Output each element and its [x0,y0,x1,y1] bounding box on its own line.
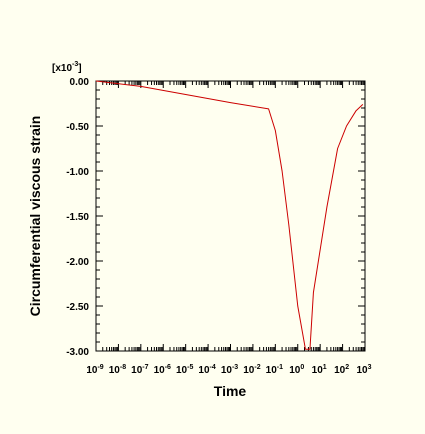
y-tick-label: -1.50 [66,212,89,223]
x-tick-label: 10-7 [131,364,148,376]
x-tick-base: 10 [154,365,166,376]
x-tick-base: 10 [198,365,210,376]
x-tick-exponent: 3 [368,364,372,371]
x-tick-exponent: -7 [142,364,148,371]
x-tick-label: 10-1 [266,364,283,376]
x-tick-base: 10 [356,365,368,376]
x-tick-label: 103 [356,364,371,376]
y-tick-label: -2.00 [66,257,89,268]
x-tick-label: 10-8 [109,364,126,376]
x-tick-label: 101 [312,364,327,376]
x-axis-label: Time [214,383,247,399]
x-tick-exponent: -5 [187,364,193,371]
y-tick-label: -0.50 [66,122,89,133]
y-tick-label: -3.00 [66,347,89,358]
series-layer [95,80,364,350]
y-tick-label: -2.50 [66,302,89,313]
y-tick-label: 0.00 [70,77,90,88]
x-tick-label: 10-6 [154,364,171,376]
x-tick-base: 10 [176,365,188,376]
x-tick-label: 10-3 [221,364,238,376]
x-tick-label: 100 [289,364,304,376]
x-tick-exponent: -8 [120,364,126,371]
x-tick-base: 10 [289,365,301,376]
series-line [95,80,364,350]
x-tick-label: 10-5 [176,364,193,376]
x-tick-base: 10 [221,365,233,376]
x-tick-exponent: -2 [254,364,260,371]
x-tick-exponent: 2 [345,364,349,371]
y-axis-label: Circumferential viscous strain [27,116,43,317]
x-tick-base: 10 [266,365,278,376]
x-tick-exponent: -1 [277,364,283,371]
plot-frame [95,80,366,352]
x-tick-base: 10 [312,365,324,376]
y-multiplier-exponent: -3 [72,61,78,68]
x-tick-base: 10 [243,365,255,376]
x-tick-base: 10 [131,365,143,376]
y-multiplier-label: [x10-3] [52,61,82,74]
x-tick-label: 10-4 [198,364,215,376]
tick-marks [95,80,366,352]
tick-labels: 10-9 10-8 10-7 10-6 10-5 10-4 10-3 10-2 10-1 100 1… [66,77,371,376]
x-tick-exponent: -4 [210,364,216,371]
x-tick-exponent: 0 [300,364,304,371]
x-tick-base: 10 [86,365,98,376]
x-tick-base: 10 [109,365,121,376]
x-tick-label: 102 [334,364,349,376]
x-tick-exponent: -9 [97,364,103,371]
x-tick-label: 10-9 [86,364,103,376]
y-multiplier-close: ] [78,63,81,74]
y-tick-label: -1.00 [66,167,89,178]
x-tick-exponent: -6 [165,364,171,371]
y-multiplier-base: [x10 [52,63,72,74]
x-tick-exponent: 1 [323,364,327,371]
x-tick-exponent: -3 [232,364,238,371]
x-tick-label: 10-2 [243,364,260,376]
x-tick-base: 10 [334,365,346,376]
